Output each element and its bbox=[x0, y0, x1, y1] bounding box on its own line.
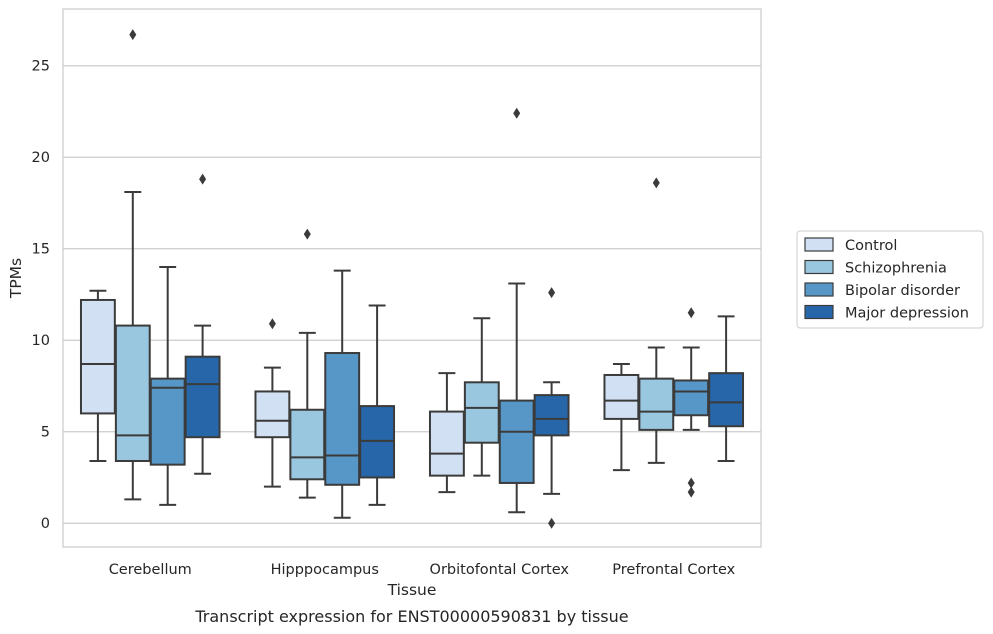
box-series bbox=[79, 29, 745, 529]
legend-swatch bbox=[804, 259, 834, 275]
plot-area-frame bbox=[62, 8, 762, 548]
y-tick-label: 25 bbox=[32, 59, 50, 75]
legend-label: Control bbox=[845, 238, 897, 254]
x-axis-ticks: Cerebellum Hipppocampus Orbitofontal Corte… bbox=[109, 562, 736, 578]
box-3-0 bbox=[603, 363, 640, 472]
iqr-box bbox=[184, 355, 221, 439]
y-axis-title: TPMs bbox=[7, 258, 25, 299]
iqr-box bbox=[638, 377, 675, 431]
outlier-point bbox=[268, 318, 276, 330]
box-3-3 bbox=[708, 315, 745, 462]
iqr-box bbox=[603, 373, 640, 420]
outlier-point bbox=[303, 228, 311, 240]
outlier-point bbox=[548, 517, 556, 529]
legend-item: Schizophrenia bbox=[804, 259, 947, 277]
box-3-2 bbox=[673, 307, 710, 498]
box-1-2 bbox=[324, 269, 361, 519]
outlier-point bbox=[548, 287, 556, 299]
iqr-box bbox=[533, 394, 570, 437]
iqr-box bbox=[673, 379, 710, 417]
iqr-box bbox=[708, 372, 745, 428]
iqr-box bbox=[498, 399, 535, 484]
iqr-box bbox=[289, 408, 326, 481]
legend-label: Bipolar disorder bbox=[845, 283, 960, 299]
iqr-box bbox=[254, 390, 291, 439]
box-3-1 bbox=[638, 177, 675, 464]
x-tick-label: Prefrontal Cortex bbox=[612, 562, 735, 578]
x-tick-label: Hipppocampus bbox=[271, 562, 379, 578]
box-2-0 bbox=[428, 372, 465, 494]
iqr-box bbox=[324, 352, 361, 486]
outlier-point bbox=[687, 307, 695, 319]
y-axis-ticks: 0 5 10 15 20 25 bbox=[32, 59, 50, 532]
outlier-point bbox=[687, 486, 695, 498]
box-0-2 bbox=[149, 266, 186, 506]
box-1-3 bbox=[359, 304, 396, 506]
y-tick-label: 5 bbox=[41, 425, 50, 441]
iqr-box bbox=[463, 381, 500, 444]
x-tick-label: Orbitofontal Cortex bbox=[430, 562, 570, 578]
outlier-point bbox=[687, 477, 695, 489]
legend-item: Bipolar disorder bbox=[804, 282, 960, 299]
iqr-box bbox=[149, 377, 186, 466]
box-0-1 bbox=[114, 29, 151, 501]
y-tick-label: 20 bbox=[32, 150, 50, 166]
legend-frame bbox=[796, 230, 984, 329]
box-0-0 bbox=[79, 289, 116, 462]
box-2-2 bbox=[498, 107, 535, 514]
legend-label: Schizophrenia bbox=[845, 261, 947, 277]
iqr-box bbox=[79, 298, 116, 415]
legend-item: Major depression bbox=[804, 304, 969, 322]
y-tick-label: 10 bbox=[32, 333, 50, 349]
outlier-point bbox=[652, 177, 660, 189]
box-2-1 bbox=[463, 317, 500, 477]
outlier-point bbox=[199, 173, 207, 185]
legend-label: Major depression bbox=[845, 306, 969, 322]
outlier-point bbox=[129, 29, 137, 41]
box-2-3 bbox=[533, 287, 570, 529]
box-1-1 bbox=[289, 228, 326, 499]
legend-swatch bbox=[804, 304, 834, 320]
legend: Control Schizophrenia Bipolar disorder Majo… bbox=[796, 230, 984, 329]
legend-swatch bbox=[804, 237, 834, 252]
iqr-box bbox=[114, 324, 151, 462]
legend-item: Control bbox=[804, 237, 897, 254]
box-1-0 bbox=[254, 318, 291, 488]
outlier-point bbox=[513, 107, 521, 119]
y-tick-label: 15 bbox=[32, 242, 50, 258]
y-tick-label: 0 bbox=[41, 516, 50, 532]
legend-swatch bbox=[804, 282, 834, 297]
box-0-3 bbox=[184, 173, 221, 475]
chart-caption: Transcript expression for ENST0000059083… bbox=[194, 607, 628, 626]
x-axis-title: Tissue bbox=[387, 581, 437, 599]
iqr-box bbox=[428, 410, 465, 477]
x-tick-label: Cerebellum bbox=[109, 562, 192, 578]
